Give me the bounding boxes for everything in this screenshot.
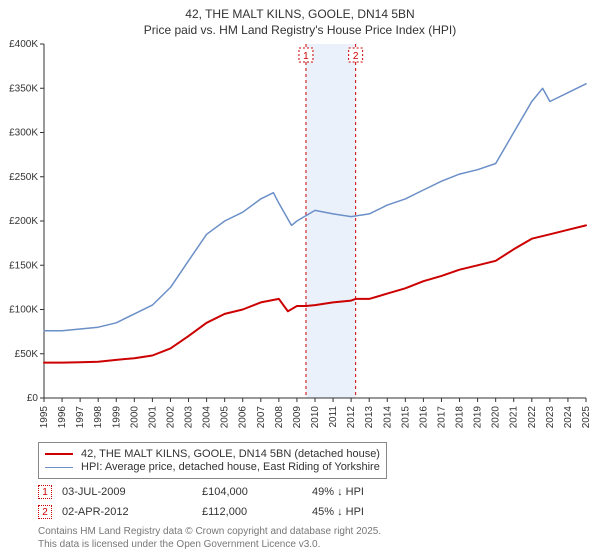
y-tick-label: £200K	[9, 216, 38, 227]
marker-row-delta: 45% ↓ HPI	[312, 506, 432, 518]
x-tick-label: 2022	[527, 406, 538, 429]
x-tick-label: 2018	[455, 406, 466, 429]
y-tick-label: £300K	[9, 128, 38, 139]
x-tick-label: 2003	[184, 406, 195, 429]
x-tick-label: 2023	[545, 406, 556, 429]
footnote-line-1: Contains HM Land Registry data © Crown c…	[38, 526, 381, 537]
x-tick-label: 2009	[292, 406, 303, 429]
x-tick-label: 2017	[436, 406, 447, 429]
legend: 42, THE MALT KILNS, GOOLE, DN14 5BN (det…	[38, 442, 387, 479]
marker-row-date: 03-JUL-2009	[62, 486, 202, 498]
marker-row-delta: 49% ↓ HPI	[312, 486, 432, 498]
x-tick-label: 2010	[310, 406, 321, 429]
x-tick-label: 2024	[563, 406, 574, 429]
y-tick-label: £100K	[9, 305, 38, 316]
legend-swatch	[45, 453, 73, 455]
footnote: Contains HM Land Registry data © Crown c…	[38, 525, 600, 551]
y-tick-label: £150K	[9, 261, 38, 272]
x-tick-label: 1997	[75, 406, 86, 429]
x-tick-label: 2019	[473, 406, 484, 429]
title-line-1: 42, THE MALT KILNS, GOOLE, DN14 5BN	[185, 7, 414, 21]
x-tick-label: 2004	[202, 406, 213, 429]
y-tick-label: £350K	[9, 84, 38, 95]
y-tick-label: £400K	[9, 39, 38, 50]
x-tick-label: 2012	[346, 406, 357, 429]
marker-row-badge: 1	[38, 485, 52, 499]
x-tick-label: 2006	[238, 406, 249, 429]
legend-label: HPI: Average price, detached house, East…	[81, 461, 380, 473]
marker-table: 1 03-JUL-2009£104,00049% ↓ HPI 2 02-APR-201…	[38, 485, 600, 519]
x-tick-label: 1995	[39, 406, 50, 429]
x-tick-label: 2007	[256, 406, 267, 429]
x-tick-label: 2014	[382, 406, 393, 429]
x-tick-label: 2005	[220, 406, 231, 429]
legend-item: HPI: Average price, detached house, East…	[45, 461, 380, 473]
title-line-2: Price paid vs. HM Land Registry's House …	[144, 23, 456, 37]
line-chart: £0 £50K £100K £150K £200K £250K £300K £350K £400…	[0, 38, 600, 438]
x-tick-label: 2025	[581, 406, 592, 429]
x-tick-label: 1998	[93, 406, 104, 429]
marker-row-badge: 2	[38, 505, 52, 519]
marker-badge-label: 1	[303, 51, 309, 62]
marker-badge-label: 2	[353, 51, 359, 62]
x-tick-label: 2016	[418, 406, 429, 429]
x-tick-label: 2000	[129, 406, 140, 429]
marker-row-price: £104,000	[202, 486, 312, 498]
x-tick-label: 2011	[328, 406, 339, 428]
x-tick-label: 2013	[364, 406, 375, 429]
shaded-band	[306, 44, 356, 398]
legend-item: 42, THE MALT KILNS, GOOLE, DN14 5BN (det…	[45, 448, 380, 460]
x-tick-label: 2001	[147, 406, 158, 429]
marker-row-price: £112,000	[202, 506, 312, 518]
legend-label: 42, THE MALT KILNS, GOOLE, DN14 5BN (det…	[81, 448, 380, 460]
x-tick-label: 2021	[509, 406, 520, 429]
x-tick-label: 2020	[491, 406, 502, 429]
marker-row-date: 02-APR-2012	[62, 506, 202, 518]
chart-title: 42, THE MALT KILNS, GOOLE, DN14 5BN Pric…	[0, 0, 600, 38]
x-tick-label: 2008	[274, 406, 285, 429]
x-tick-label: 1999	[111, 406, 122, 429]
chart-area: £0 £50K £100K £150K £200K £250K £300K £350K £400…	[0, 38, 600, 438]
y-tick-label: £250K	[9, 172, 38, 183]
y-tick-label: £50K	[15, 349, 39, 360]
y-tick-label: £0	[27, 393, 39, 404]
x-tick-label: 2002	[165, 406, 176, 429]
footnote-line-2: This data is licensed under the Open Gov…	[38, 539, 320, 550]
x-tick-label: 1996	[57, 406, 68, 429]
legend-swatch	[45, 467, 73, 468]
x-tick-label: 2015	[400, 406, 411, 429]
